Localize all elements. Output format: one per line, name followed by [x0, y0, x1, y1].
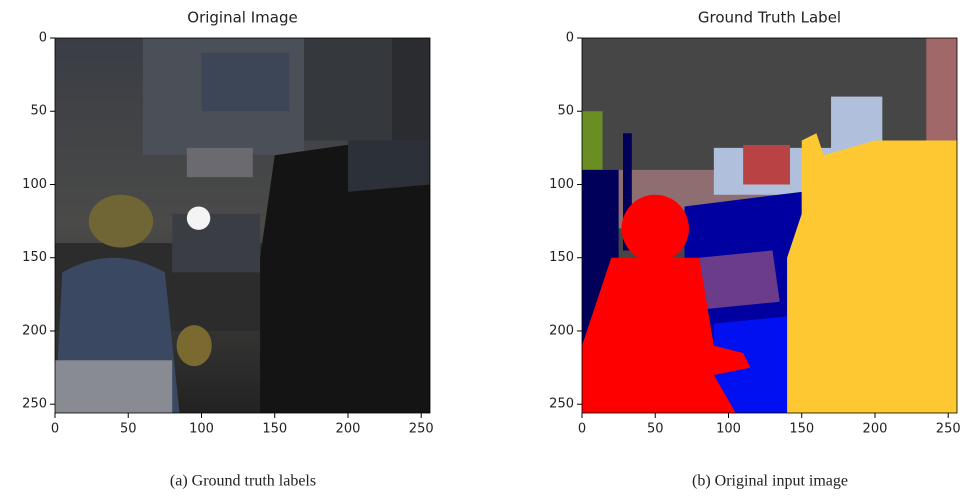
- panel-title: Ground Truth Label: [698, 9, 841, 27]
- y-tick-label: 150: [549, 250, 574, 265]
- x-tick-label: 50: [647, 422, 664, 437]
- y-tick-label: 250: [22, 397, 47, 412]
- photo: [55, 38, 430, 413]
- x-tick-label: 150: [262, 422, 287, 437]
- y-tick-label: 250: [549, 397, 574, 412]
- x-tick-label: 0: [578, 422, 586, 437]
- y-tick-label: 150: [22, 250, 47, 265]
- y-tick-label: 50: [30, 104, 47, 119]
- y-tick-label: 0: [39, 31, 47, 46]
- y-tick-label: 200: [22, 323, 47, 338]
- caption: (a) Ground truth labels: [170, 473, 316, 490]
- x-tick-label: 100: [189, 422, 214, 437]
- x-tick-label: 0: [51, 422, 59, 437]
- label-map: [582, 38, 957, 413]
- x-tick-label: 150: [789, 422, 814, 437]
- y-tick-label: 100: [549, 177, 574, 192]
- x-tick-label: 250: [936, 422, 961, 437]
- x-tick-label: 100: [716, 422, 741, 437]
- panel-title: Original Image: [187, 9, 297, 27]
- y-tick-label: 200: [549, 323, 574, 338]
- figure: (a) Ground truth labels (b) Original inp…: [0, 0, 967, 497]
- y-tick-label: 100: [22, 177, 47, 192]
- x-tick-label: 250: [409, 422, 434, 437]
- x-tick-label: 200: [863, 422, 888, 437]
- x-tick-label: 50: [120, 422, 137, 437]
- y-tick-label: 50: [557, 104, 574, 119]
- caption: (b) Original input image: [692, 473, 848, 490]
- x-tick-label: 200: [336, 422, 361, 437]
- y-tick-label: 0: [566, 31, 574, 46]
